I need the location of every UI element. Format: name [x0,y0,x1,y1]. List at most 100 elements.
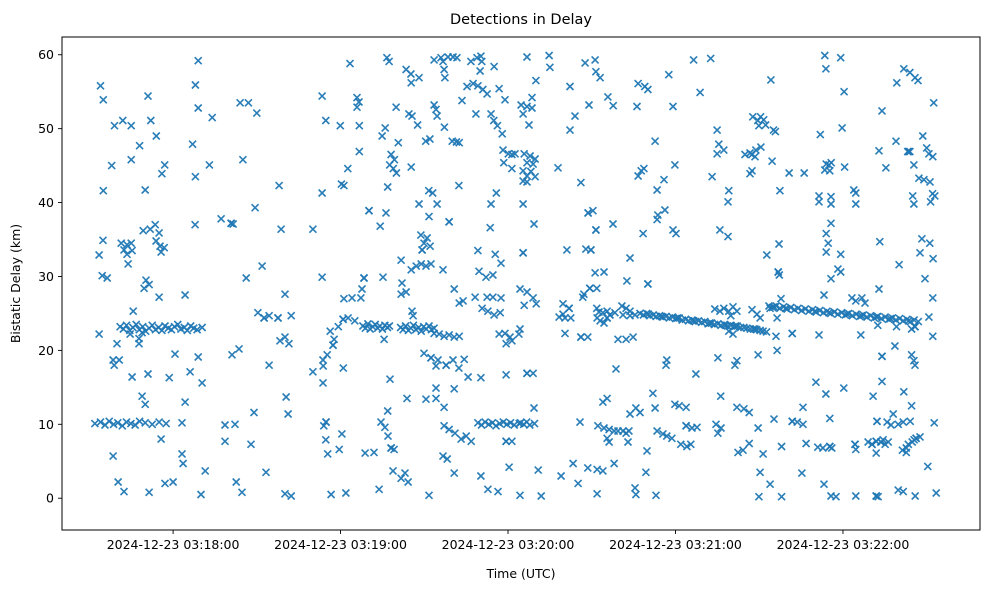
data-point-marker [495,84,504,93]
data-point-marker [864,437,873,447]
data-point-marker [397,474,406,483]
data-point-marker [926,197,935,206]
data-point-marker [220,420,230,430]
data-point-marker [122,250,132,259]
data-point-marker [591,67,600,76]
data-point-marker [194,103,203,113]
data-point-marker [388,466,398,475]
data-point-marker [928,332,937,341]
data-point-marker [910,361,920,370]
data-point-marker [872,449,881,458]
data-point-marker [417,327,426,336]
data-point-marker [169,477,178,487]
data-point-marker [889,409,898,419]
data-point-marker [831,492,841,501]
data-point-marker [773,346,782,355]
data-point-marker [119,245,129,254]
data-point-marker [909,160,918,169]
data-point-marker [390,445,399,454]
data-point-marker [651,137,660,146]
data-point-marker [682,403,691,412]
data-point-marker [454,364,463,373]
data-point-marker [824,308,834,317]
data-point-marker [819,480,829,489]
data-point-marker [537,491,546,501]
data-point-marker [466,57,475,66]
data-point-marker [527,103,537,113]
data-point-marker [610,459,619,468]
data-point-marker [157,248,166,257]
data-point-marker [308,367,317,376]
data-point-marker [840,163,849,172]
data-point-marker [382,53,391,62]
data-point-marker [907,350,916,359]
data-point-marker [583,463,592,472]
data-point-marker [653,185,662,195]
data-point-marker [532,299,541,308]
data-point-marker [397,256,406,265]
data-point-marker [529,293,538,302]
data-point-marker [98,271,107,280]
data-point-marker [575,418,585,427]
data-point-marker [486,199,496,209]
data-point-marker [886,420,896,430]
data-point-marker [462,82,472,91]
data-point-marker [775,270,784,280]
data-point-marker [160,243,169,252]
data-point-marker [838,123,847,132]
data-point-marker [890,341,899,351]
data-point-marker [355,147,364,156]
data-point-marker [781,304,790,313]
data-point-marker [424,491,434,500]
data-point-marker [450,284,459,294]
data-point-marker [330,335,339,344]
data-point-marker [682,442,691,451]
data-point-marker [851,199,860,209]
data-point-marker [929,254,938,263]
data-point-marker [643,279,652,288]
data-point-marker [618,310,628,319]
data-point-marker [827,443,836,453]
data-point-marker [526,151,535,161]
data-point-marker [490,310,499,319]
data-point-marker [648,389,657,398]
data-point-marker [522,158,532,167]
data-point-marker [371,320,380,329]
data-point-marker [356,293,365,302]
data-point-marker [820,51,829,60]
data-point-marker [113,418,122,427]
data-point-marker [376,222,385,231]
data-point-marker [502,339,511,348]
data-point-marker [431,394,441,403]
data-point-marker [505,333,515,342]
data-point-marker [507,437,516,446]
data-point-marker [814,330,824,339]
data-point-marker [483,307,492,316]
data-point-marker [191,80,200,90]
data-point-marker [585,284,594,293]
data-point-marker [440,403,449,412]
data-point-marker [519,166,528,175]
data-point-marker [407,112,417,121]
data-point-marker [95,330,104,339]
data-point-marker [499,158,508,167]
data-point-marker [747,305,757,314]
data-point-marker [431,105,441,114]
data-point-marker [772,301,781,311]
data-point-marker [877,352,887,361]
data-point-marker [251,203,260,212]
data-point-marker [924,313,933,322]
data-point-marker [230,420,240,429]
data-point-marker [668,102,678,111]
data-point-marker [229,219,238,229]
data-point-marker [710,304,719,314]
data-point-marker [756,468,765,477]
data-point-marker [99,186,108,195]
data-point-marker [205,160,214,169]
data-point-marker [217,214,226,223]
data-point-marker [919,175,928,184]
data-point-marker [378,273,388,282]
data-point-marker [599,423,609,433]
data-point-marker [430,100,439,110]
data-point-marker [785,168,794,178]
